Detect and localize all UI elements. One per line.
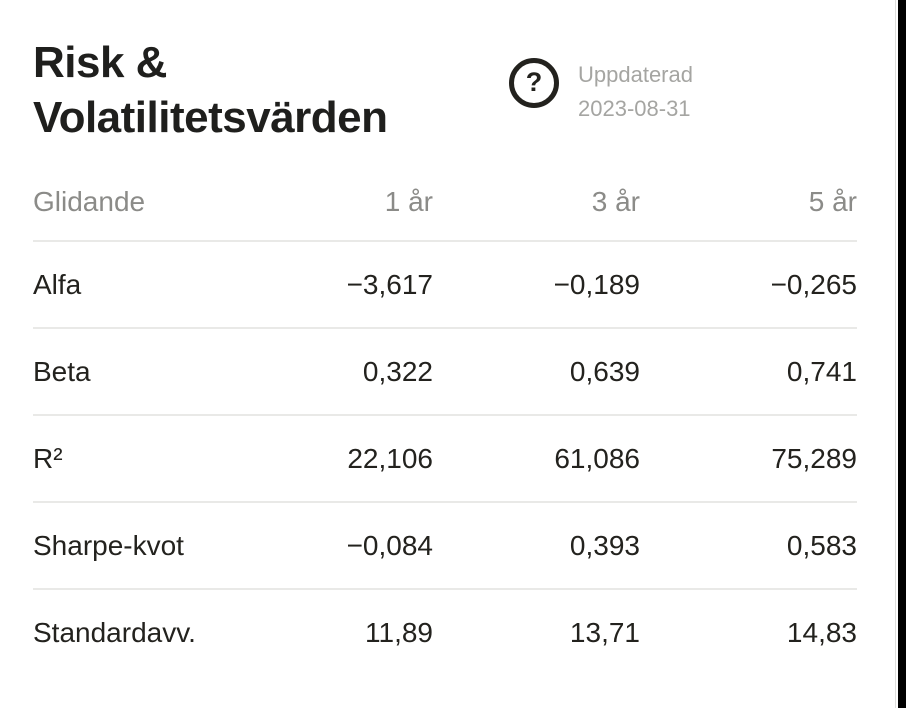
cell-value: 0,393 (569, 529, 640, 561)
question-mark-glyph: ? (525, 66, 543, 97)
updated-label: Uppdaterad (578, 62, 693, 87)
cell-value: 14,83 (786, 616, 857, 648)
cell-value: −0,265 (770, 268, 857, 300)
cell-value: 22,106 (347, 442, 433, 474)
updated-date: 2023-08-31 (578, 96, 691, 121)
row-label: Sharpe-kvot (33, 529, 184, 561)
row-label: Alfa (33, 268, 82, 300)
risk-volatility-table: Glidande 1 år 3 år 5 år Alfa −3,617 −0,1… (33, 164, 857, 675)
cell-value: 0,583 (786, 529, 857, 561)
updated-text: Uppdaterad 2023-08-31 (578, 58, 693, 126)
cell-value: 75,289 (771, 442, 857, 474)
page-title-line2: Volatilitetsvärden (33, 93, 388, 142)
cell-value: −0,189 (553, 268, 640, 300)
updated-block: ? Uppdaterad 2023-08-31 (509, 58, 693, 126)
cell-value: −3,617 (346, 268, 433, 300)
cell-value: 0,639 (569, 355, 640, 387)
window-edge-strip (898, 0, 906, 708)
page-title-line1: Risk & (33, 38, 167, 87)
cell-value: 13,71 (569, 616, 640, 648)
cell-value: 0,741 (786, 355, 857, 387)
table-row-alfa: Alfa −3,617 −0,189 −0,265 (33, 242, 857, 329)
row-label: Beta (33, 355, 91, 387)
table-row-r2: R² 22,106 61,086 75,289 (33, 416, 857, 503)
panel-header: Risk & Volatilitetsvärden ? Uppdaterad 2… (33, 35, 857, 145)
table-row-stddev: Standardavv. 11,89 13,71 14,83 (33, 590, 857, 675)
page-title: Risk & Volatilitetsvärden (33, 35, 509, 145)
cell-value: 11,89 (365, 616, 433, 648)
table-row-sharpe: Sharpe-kvot −0,084 0,393 0,583 (33, 503, 857, 590)
table-row-beta: Beta 0,322 0,639 0,741 (33, 329, 857, 416)
column-header-1yr: 1 år (384, 186, 433, 217)
panel-content: Risk & Volatilitetsvärden ? Uppdaterad 2… (33, 35, 857, 675)
page-edge-divider (895, 0, 896, 708)
cell-value: −0,084 (346, 529, 433, 561)
column-header-3yr: 3 år (591, 186, 640, 217)
column-header-5yr: 5 år (808, 186, 857, 217)
row-label: R² (33, 442, 63, 474)
cell-value: 61,086 (554, 442, 640, 474)
help-question-icon[interactable]: ? (509, 58, 559, 108)
table-header-row: Glidande 1 år 3 år 5 år (33, 164, 857, 242)
column-header-glidande: Glidande (33, 186, 146, 217)
cell-value: 0,322 (362, 355, 433, 387)
row-label: Standardavv. (33, 616, 196, 648)
